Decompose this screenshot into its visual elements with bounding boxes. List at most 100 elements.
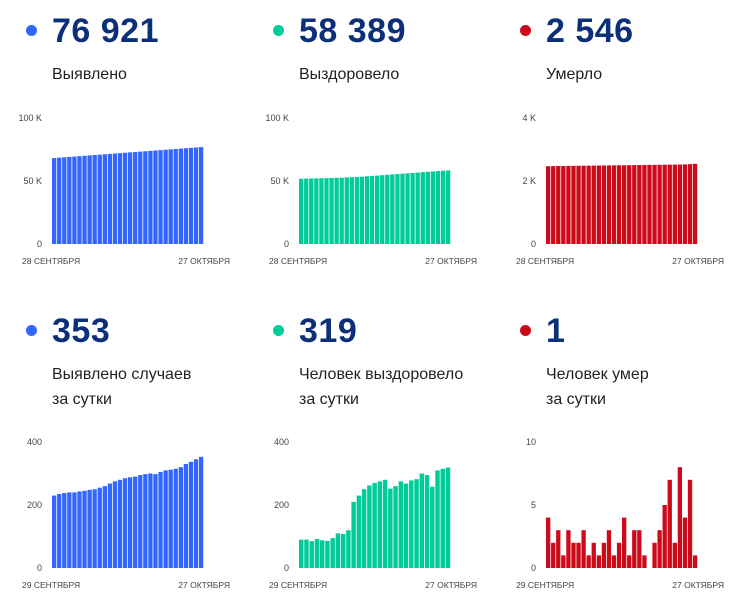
bar (556, 166, 561, 244)
bar (385, 174, 390, 244)
bar (627, 555, 632, 568)
y-tick-label: 200 (27, 500, 42, 510)
stat-label-line: за сутки (299, 391, 359, 408)
bar (193, 147, 199, 244)
bar (351, 501, 356, 568)
bar (632, 165, 637, 244)
bar (419, 473, 425, 568)
bar (606, 165, 612, 244)
bar (672, 164, 677, 244)
bar (82, 490, 87, 568)
bar (637, 165, 642, 244)
bar (682, 164, 688, 244)
bar (344, 177, 349, 244)
bullet-dot-icon (273, 25, 284, 36)
bar (611, 555, 617, 568)
stat-panel-detected: 76 921 Выявлено 0 50 K 100 K 28 СЕНТЯБРЯ 27 … (0, 0, 245, 290)
bar (133, 476, 138, 568)
bar (622, 517, 627, 568)
bar (340, 533, 346, 568)
bar (556, 530, 561, 568)
x-end-label: 27 ОКТЯБРЯ (425, 256, 477, 266)
bar (178, 148, 183, 244)
cumulative-deaths-chart: 0 2 K 4 K 28 СЕНТЯБРЯ 27 ОКТЯБРЯ (516, 113, 724, 266)
bar (576, 165, 581, 244)
bar (87, 489, 92, 568)
bar (687, 164, 693, 244)
bar (329, 177, 334, 244)
bar (97, 487, 102, 568)
bullet-dot-icon (26, 25, 37, 36)
stat-panel-daily-deaths: 1 Человек умер за сутки 0 5 10 29 СЕНТЯБРЯ 2… (494, 300, 739, 600)
bar (330, 538, 335, 568)
bar (183, 464, 189, 568)
bar (324, 178, 329, 244)
bar (158, 150, 163, 244)
bar (314, 178, 319, 244)
bar (112, 153, 118, 244)
stat-label-line: за сутки (546, 391, 606, 408)
y-tick-label: 100 K (18, 113, 42, 123)
stat-label: Человек умер за сутки (546, 362, 649, 412)
bar (153, 474, 158, 568)
bar (551, 166, 556, 244)
bar (400, 173, 405, 244)
y-tick-label: 2 K (522, 176, 536, 186)
bar (662, 164, 667, 244)
bullet-dot-icon (520, 25, 531, 36)
bar (657, 530, 662, 568)
stat-value: 76 921 (52, 12, 159, 50)
bar (188, 461, 194, 568)
bar (377, 481, 383, 569)
stat-value: 319 (299, 312, 358, 350)
y-tick-label: 400 (27, 437, 42, 447)
bar (692, 555, 698, 568)
bar (128, 477, 133, 568)
bar (153, 150, 158, 244)
stat-value: 1 (546, 312, 566, 350)
bar (546, 166, 551, 244)
bar (359, 176, 365, 244)
x-start-label: 28 СЕНТЯБРЯ (269, 256, 327, 266)
x-start-label: 29 СЕНТЯБРЯ (516, 580, 574, 590)
bar (367, 485, 372, 568)
bar (390, 174, 395, 244)
bar (657, 164, 662, 244)
x-end-label: 27 ОКТЯБРЯ (425, 580, 477, 590)
bar (596, 165, 601, 244)
bar (410, 172, 415, 244)
y-tick-label: 5 (531, 500, 536, 510)
bar (425, 171, 430, 244)
bar (677, 467, 683, 568)
bar (435, 171, 441, 244)
stat-label: Выявлено (52, 62, 127, 87)
bar (382, 479, 388, 568)
stat-label-line: Выздоровело (299, 66, 400, 83)
bar (148, 473, 153, 568)
bar (551, 542, 556, 568)
stat-label-line: за сутки (52, 391, 112, 408)
bar (591, 542, 596, 568)
y-tick-label: 0 (37, 563, 42, 573)
bar (369, 175, 375, 244)
bar (107, 483, 113, 568)
bar (334, 177, 339, 244)
bar (611, 165, 617, 244)
bar (591, 165, 596, 244)
bar (388, 488, 393, 568)
bar (92, 155, 97, 244)
bar (346, 530, 351, 568)
bar (87, 155, 92, 244)
stat-value: 2 546 (546, 12, 634, 50)
bar (403, 483, 409, 568)
bar (188, 147, 194, 244)
bar (72, 492, 77, 568)
bar (440, 170, 446, 244)
stat-label: Выздоровело (299, 62, 399, 87)
bar (561, 165, 566, 244)
bar (82, 155, 87, 244)
bar (440, 468, 445, 568)
cumulative-recovered-chart: 0 50 K 100 K 28 СЕНТЯБРЯ 27 ОКТЯБРЯ (265, 113, 477, 266)
bar (62, 157, 67, 244)
bar (566, 165, 571, 244)
